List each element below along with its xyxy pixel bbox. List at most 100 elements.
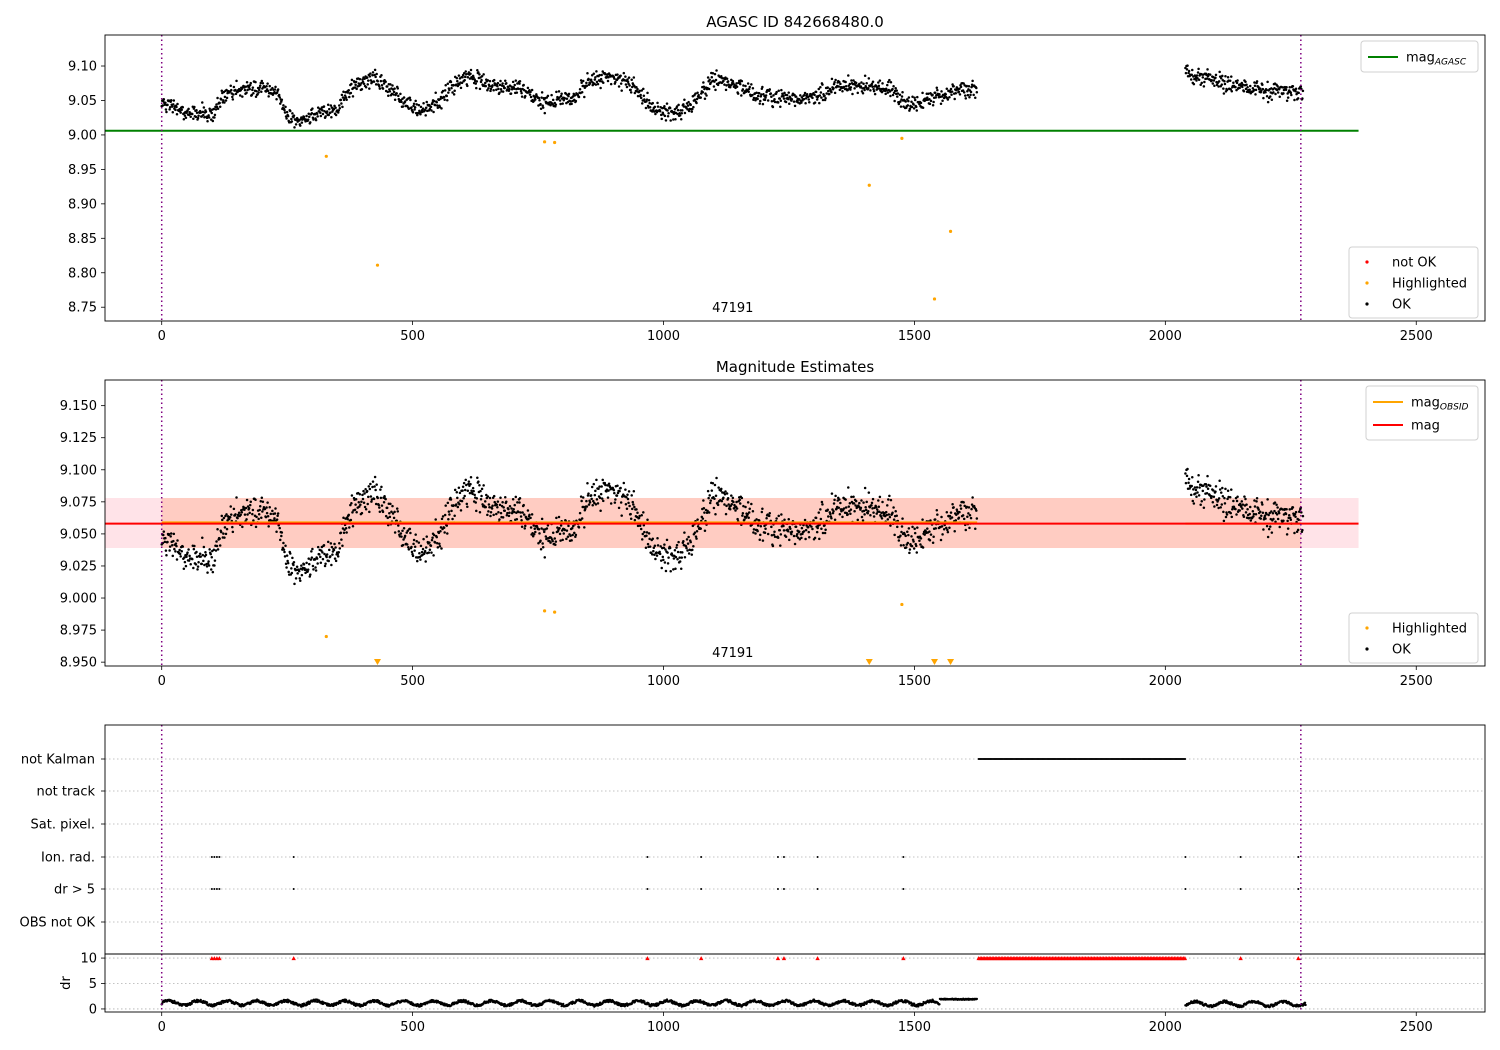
ok-point — [333, 104, 336, 108]
ok-point — [316, 545, 320, 549]
highlighted-point — [900, 602, 904, 607]
ok-point — [893, 99, 896, 103]
ok-point — [348, 526, 351, 529]
ok-point — [639, 96, 643, 100]
ok-point — [645, 534, 648, 537]
ok-point — [626, 497, 630, 501]
ok-point — [817, 511, 821, 514]
ok-point — [514, 79, 518, 82]
ok-point — [195, 111, 199, 114]
ok-point — [913, 527, 916, 530]
ok-point — [371, 485, 374, 489]
ok-point — [669, 119, 672, 122]
ok-point — [1229, 511, 1232, 515]
ok-point — [927, 92, 930, 96]
ok-point — [207, 560, 210, 563]
ok-point — [541, 542, 544, 545]
ok-point — [848, 82, 852, 86]
ok-point — [780, 513, 783, 516]
ok-point — [1285, 99, 1289, 102]
ok-point — [334, 113, 338, 117]
ok-point — [492, 78, 496, 82]
ok-point — [720, 75, 723, 78]
ok-point — [679, 117, 683, 121]
ok-point — [618, 489, 621, 493]
ok-point — [444, 84, 447, 87]
ok-point — [1297, 518, 1300, 522]
ok-point — [462, 481, 466, 485]
ok-point — [715, 69, 718, 72]
ok-point — [338, 547, 342, 550]
ok-point — [1226, 76, 1230, 79]
ok-point — [215, 103, 218, 106]
ok-point — [191, 557, 194, 561]
ok-point — [942, 527, 946, 531]
obsid-annotation: 47191 — [712, 646, 753, 661]
ok-point — [367, 495, 370, 499]
x-tick-label: 1500 — [898, 674, 931, 689]
ok-point — [886, 83, 889, 87]
ok-point — [1259, 517, 1263, 520]
ok-point — [630, 85, 634, 89]
ok-point — [266, 82, 269, 85]
ok-point — [554, 543, 557, 547]
x-tick-label: 2500 — [1400, 674, 1433, 689]
ok-point — [676, 557, 679, 561]
ok-point — [839, 82, 842, 86]
ok-point — [286, 561, 290, 565]
ok-point — [614, 80, 617, 84]
ok-point — [819, 91, 823, 94]
ok-point — [946, 530, 950, 534]
ok-point — [740, 496, 744, 500]
ok-point — [619, 74, 622, 78]
ok-point — [580, 517, 584, 520]
ok-point — [395, 507, 399, 510]
ok-point — [199, 555, 202, 558]
ok-point — [519, 87, 522, 91]
ok-point — [407, 548, 411, 551]
ok-point — [309, 573, 312, 576]
ok-point — [452, 83, 455, 87]
ok-point — [220, 530, 223, 534]
ok-point — [654, 112, 657, 116]
ok-point — [215, 105, 219, 109]
ok-point — [581, 496, 585, 499]
ok-point — [949, 87, 953, 91]
ok-point — [166, 540, 169, 544]
ok-point — [751, 510, 755, 513]
ok-point — [164, 108, 168, 111]
ok-point — [402, 96, 406, 99]
ok-point — [400, 535, 403, 538]
ok-point — [234, 513, 237, 516]
ok-point — [1276, 85, 1279, 88]
ok-point — [391, 84, 394, 87]
ok-point — [803, 91, 807, 95]
ok-point — [1222, 519, 1226, 523]
ok-point — [565, 97, 569, 100]
ok-point — [1254, 93, 1257, 96]
ok-point — [306, 568, 310, 571]
ok-point — [1196, 491, 1199, 494]
ok-point — [595, 70, 598, 73]
ok-point — [921, 546, 925, 549]
ok-point — [672, 568, 675, 571]
ok-point — [799, 94, 802, 97]
ok-point — [540, 517, 544, 521]
ok-point — [460, 81, 464, 85]
ok-point — [310, 111, 314, 115]
ok-point — [590, 74, 594, 77]
ok-point — [551, 98, 555, 102]
ok-point — [675, 546, 678, 549]
ok-point — [844, 80, 847, 84]
ok-point — [833, 91, 837, 95]
legend-line-text: mag — [1411, 419, 1440, 434]
ok-point — [1203, 80, 1206, 84]
ok-point — [345, 531, 348, 534]
ok-point — [435, 535, 438, 539]
ok-point — [624, 83, 628, 86]
below-range-marker — [931, 659, 939, 665]
ok-point — [416, 113, 419, 117]
ok-point — [750, 83, 753, 86]
ok-point — [674, 117, 677, 121]
ok-point — [715, 476, 718, 480]
